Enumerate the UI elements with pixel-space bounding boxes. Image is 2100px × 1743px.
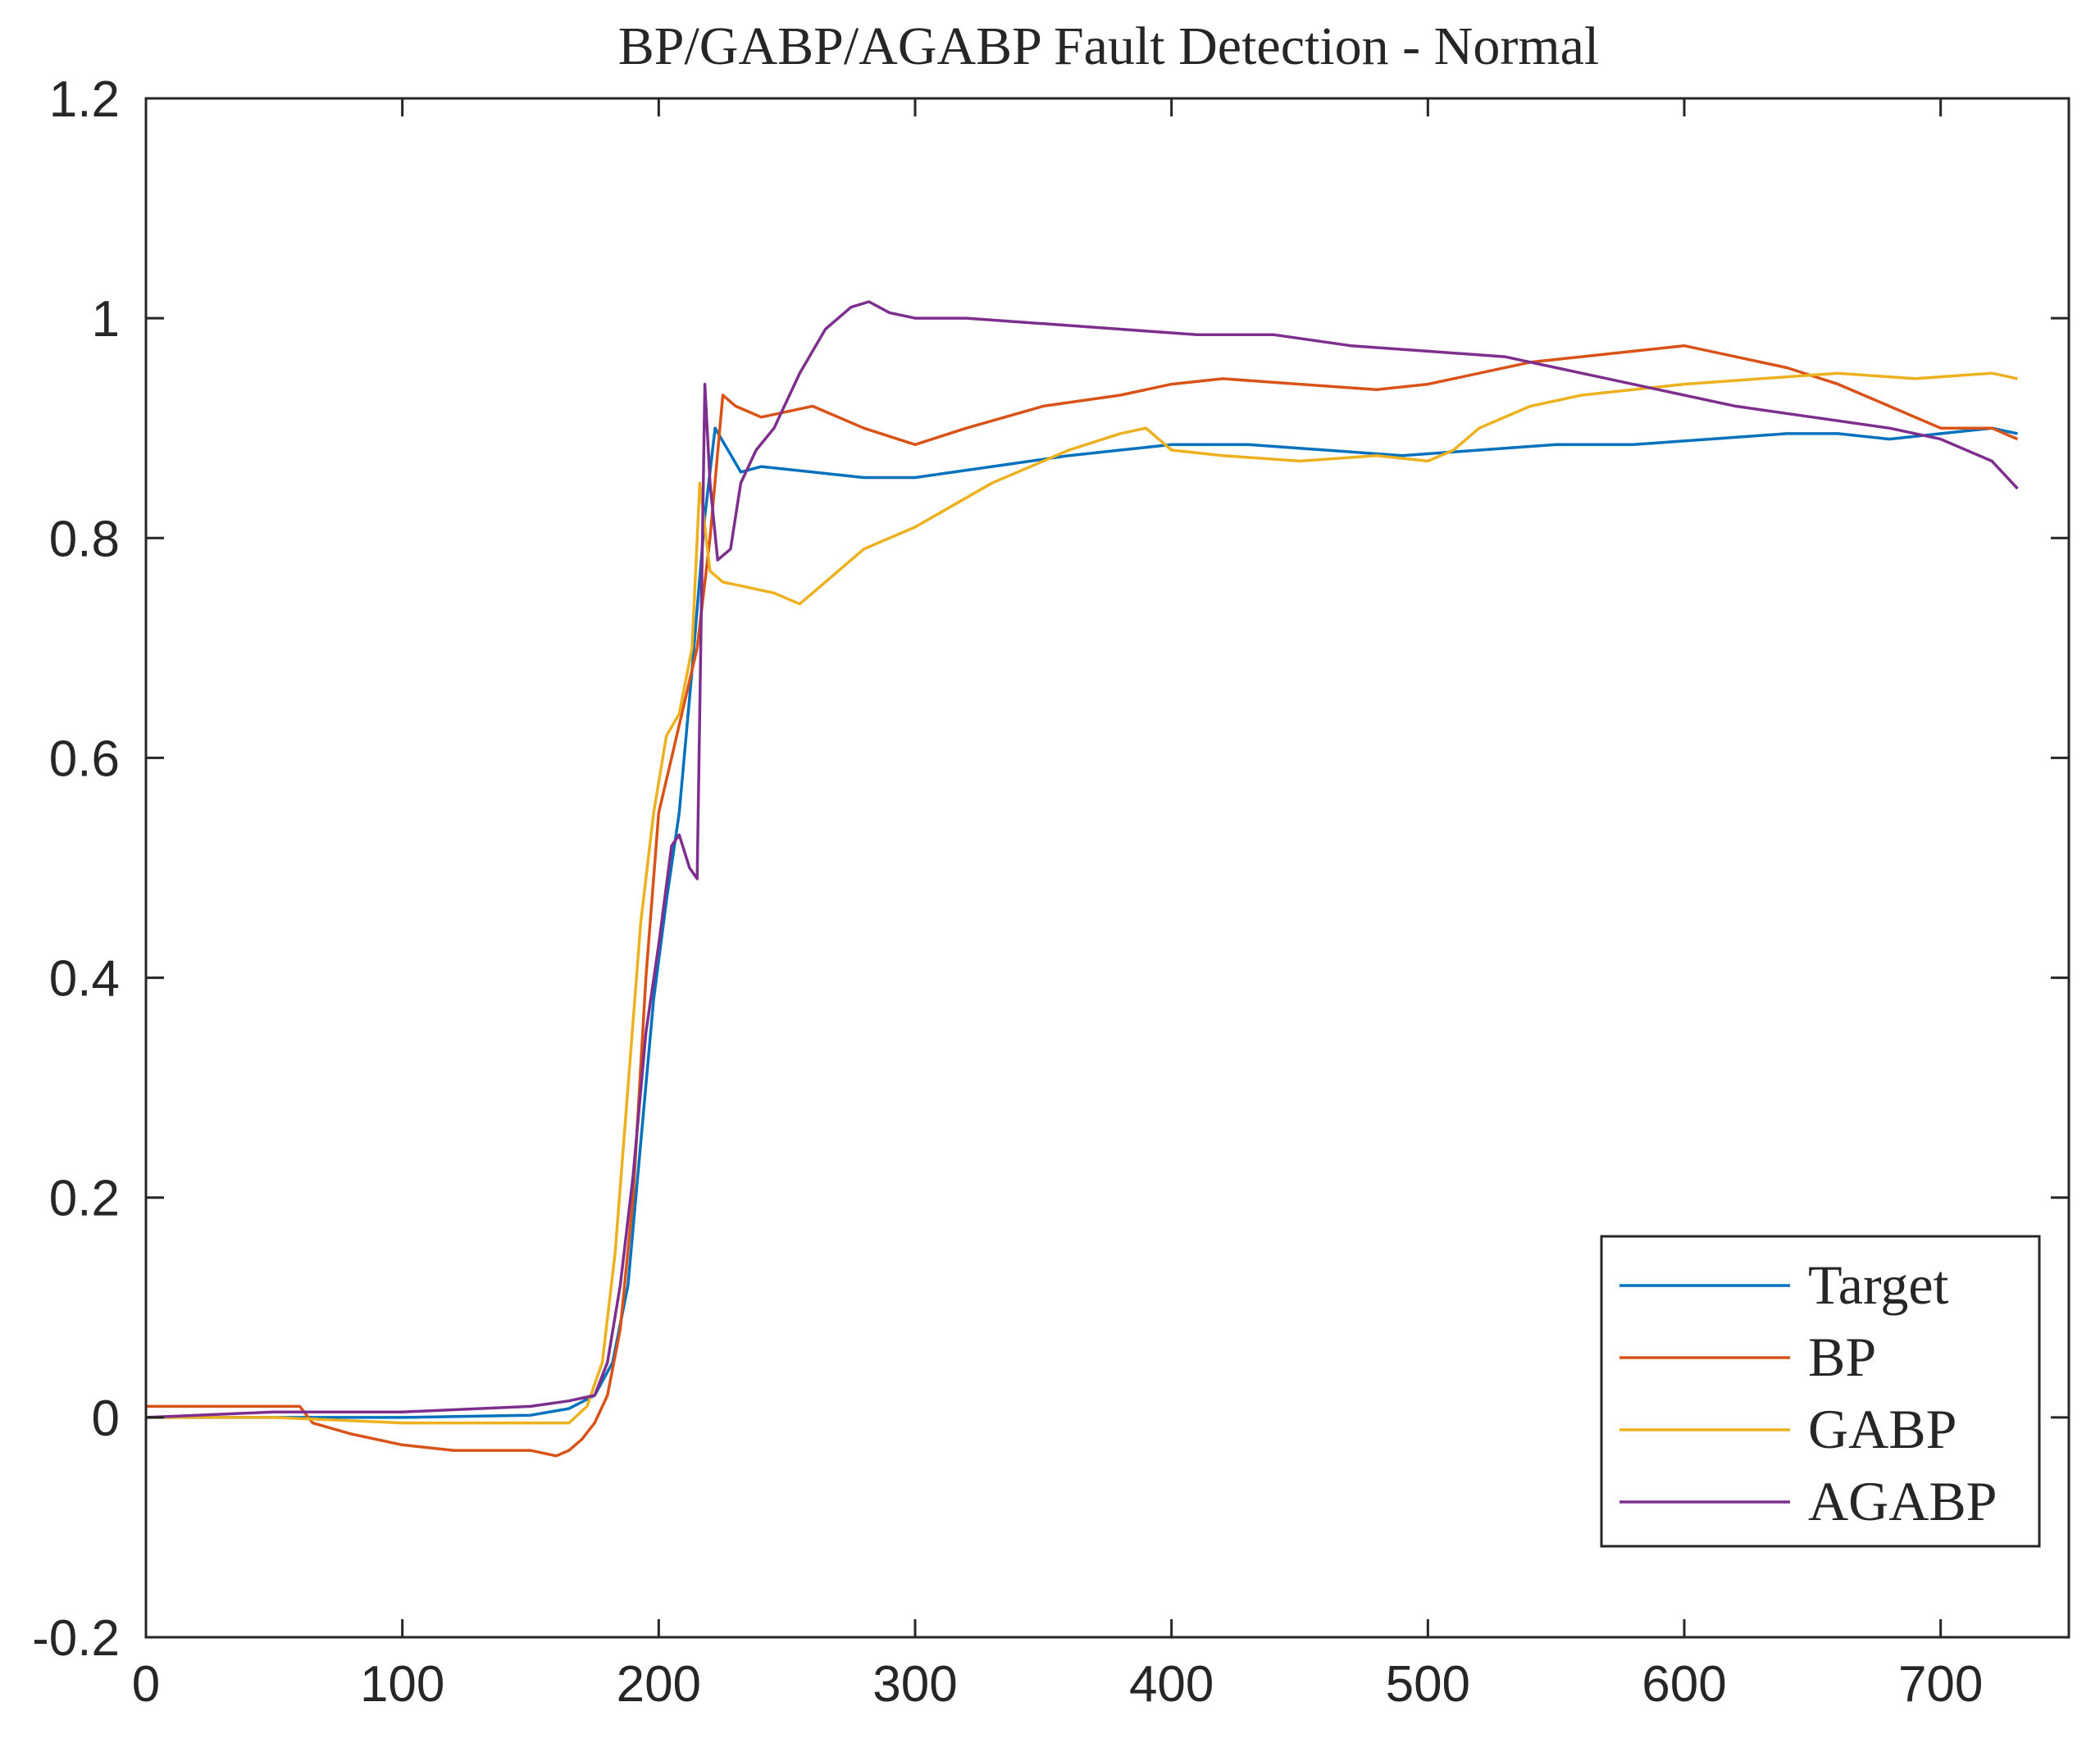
legend: Target BP GABP AGABP [1600,1235,2041,1548]
y-tick-label: 0.4 [49,951,120,1008]
legend-label-bp: BP [1808,1326,1876,1388]
y-tick-label: -0.2 [32,1610,120,1667]
y-tick-label: 0.6 [49,730,120,787]
legend-label-target: Target [1808,1254,1949,1316]
series-line-agabp [145,300,2019,1419]
plot-frame [144,97,2070,1639]
legend-label-agabp: AGABP [1808,1470,1998,1532]
series-line-bp [146,344,2019,1458]
x-tick-label: 100 [360,1656,444,1713]
x-tick-label: 300 [872,1656,957,1713]
legend-label-gabp: GABP [1808,1398,1957,1460]
x-tick-label: 0 [132,1656,160,1713]
legend-box [1600,1235,2041,1548]
y-tick-label: 0.2 [49,1171,120,1227]
x-tick-label: 700 [1898,1656,1983,1713]
x-tick-label: 400 [1129,1656,1214,1713]
series-layer [145,300,2019,1458]
chart-title: BP/GABP/AGABP Fault Detection - Normal [618,16,1600,76]
axis-ticks: 0 100 200 300 400 500 600 700-0.200.20.40.60.81… [32,71,2069,1713]
series-line-gabp [146,371,2018,1425]
y-tick-label: 0.8 [49,511,120,567]
x-tick-label: 500 [1386,1656,1470,1713]
y-tick-label: 0 [92,1390,120,1447]
x-tick-label: 200 [617,1656,701,1713]
x-tick-label: 600 [1642,1656,1726,1713]
y-tick-label: 1.2 [49,71,120,128]
y-tick-label: 1 [92,291,120,348]
